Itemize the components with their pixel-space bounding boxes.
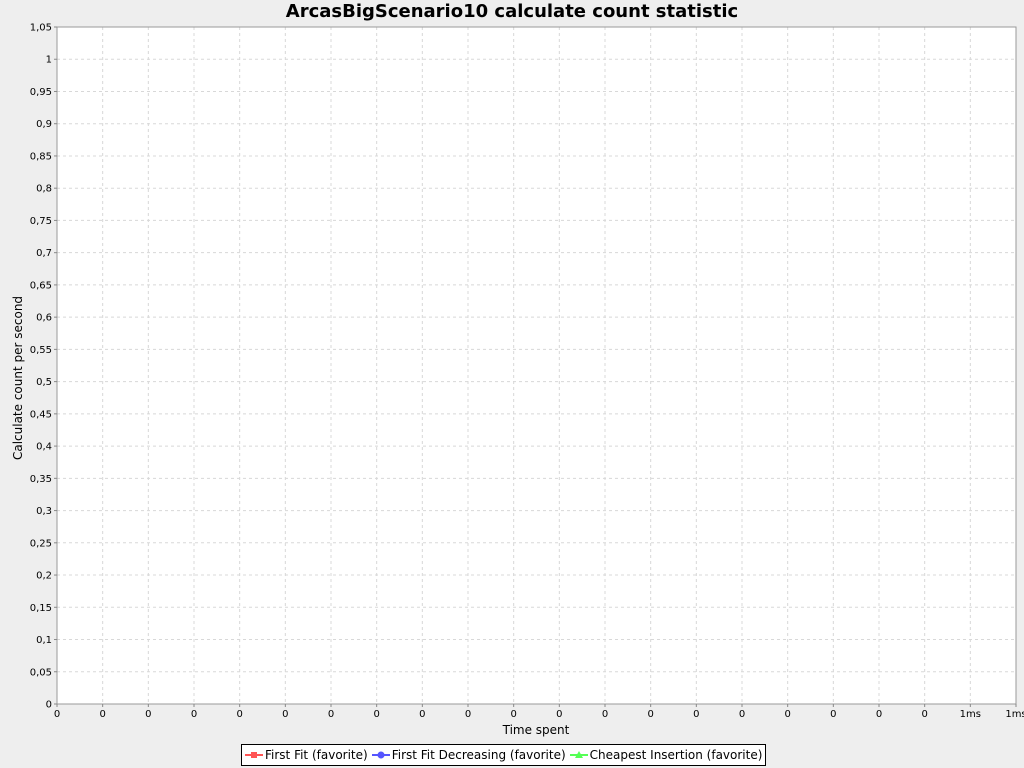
legend-item: First Fit Decreasing (favorite) [371,748,566,762]
plot-background [57,27,1016,704]
x-tick-label: 0 [145,709,151,720]
y-axis: 0 0,05 0,1 0,15 0,2 0,25 0,3 0,35 0,4 0,45 0,5 0,55… [30,23,57,711]
x-tick-label: 1ms [1005,709,1024,720]
x-tick-label: 0 [876,709,882,720]
y-tick-label: 0,8 [36,184,52,195]
chart-title: ArcasBigScenario10 calculate count stati… [285,1,739,22]
x-tick-label: 0 [921,709,927,720]
x-axis: 0 0 0 0 0 0 0 0 0 0 0 0 0 0 0 0 0 0 0 0 1ms 1ms [54,704,1024,720]
y-tick-label: 0,5 [36,377,52,388]
y-tick-label: 0,1 [36,635,52,646]
x-tick-label: 1ms [960,709,981,720]
x-tick-label: 0 [419,709,425,720]
x-tick-label: 0 [465,709,471,720]
y-tick-label: 0,45 [30,409,52,420]
y-tick-label: 0,95 [30,87,52,98]
x-tick-label: 0 [784,709,790,720]
legend-swatch-square-icon [245,752,263,758]
x-tick-label: 0 [602,709,608,720]
y-tick-label: 0,05 [30,667,52,678]
x-tick-label: 0 [282,709,288,720]
y-tick-label: 0,25 [30,538,52,549]
y-axis-label: Calculate count per second [11,296,25,460]
y-tick-label: 0,7 [36,248,52,259]
x-tick-label: 0 [693,709,699,720]
x-tick-label: 0 [830,709,836,720]
y-tick-label: 0,3 [36,506,52,517]
y-tick-label: 0,2 [36,571,52,582]
legend-item: Cheapest Insertion (favorite) [569,748,763,762]
y-tick-label: 0,65 [30,280,52,291]
legend-label: First Fit Decreasing (favorite) [391,748,566,762]
y-tick-label: 0,35 [30,474,52,485]
legend-label: Cheapest Insertion (favorite) [589,748,763,762]
x-tick-label: 0 [373,709,379,720]
legend-swatch-circle-icon [371,751,390,759]
plot-border [56,26,1017,705]
legend-swatch-triangle-icon [569,751,588,758]
y-tick-label: 0,85 [30,151,52,162]
grid-lines [57,27,1016,704]
legend-item: First Fit (favorite) [245,748,368,762]
x-tick-label: 0 [510,709,516,720]
y-tick-label: 0,4 [36,442,52,453]
y-tick-label: 0,15 [30,603,52,614]
legend: First Fit (favorite) First Fit Decreasing… [241,744,767,766]
y-tick-label: 1,05 [30,23,52,34]
legend-label: First Fit (favorite) [265,748,368,762]
x-tick-label: 0 [236,709,242,720]
y-tick-label: 0,9 [36,119,52,130]
x-tick-label: 0 [556,709,562,720]
x-tick-label: 0 [54,709,60,720]
y-tick-label: 1 [46,55,52,66]
x-axis-label: Time spent [502,723,570,737]
x-tick-label: 0 [328,709,334,720]
x-tick-label: 0 [99,709,105,720]
y-tick-label: 0,55 [30,345,52,356]
y-tick-label: 0,6 [36,313,52,324]
x-tick-label: 0 [739,709,745,720]
y-tick-label: 0,75 [30,216,52,227]
x-tick-label: 0 [191,709,197,720]
x-tick-label: 0 [647,709,653,720]
y-tick-label: 0 [46,700,52,711]
